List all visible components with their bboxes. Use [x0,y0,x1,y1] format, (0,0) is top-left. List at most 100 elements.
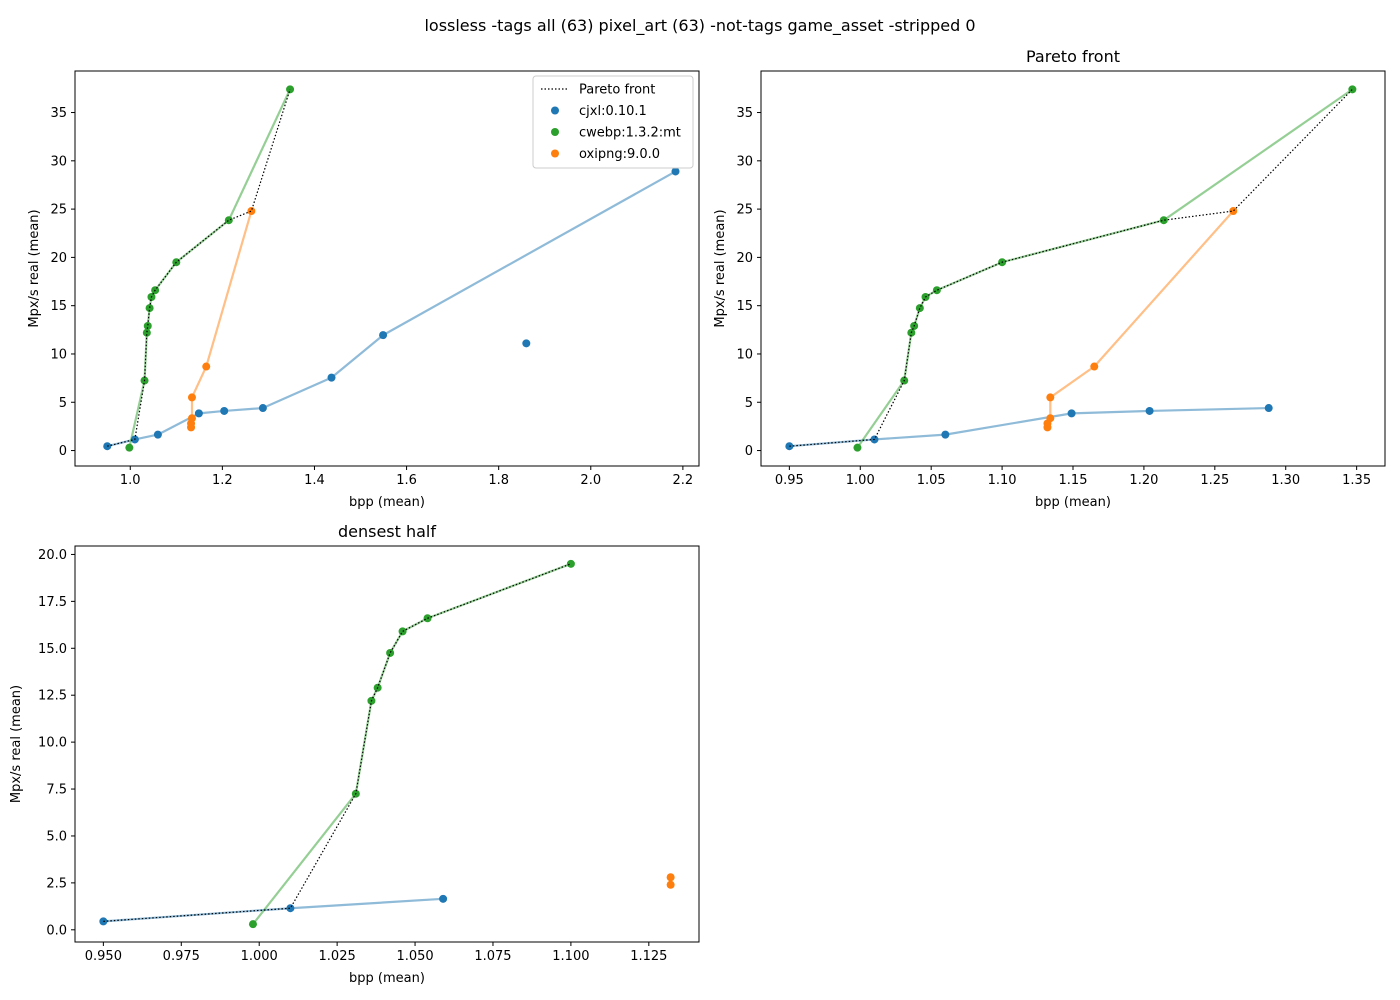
x-tick-label: 0.975 [163,949,200,964]
x-tick-label: 1.0 [120,473,141,488]
point-cjxl-2 [941,430,950,439]
y-tick-label: 15.0 [38,642,67,657]
x-tick-label: 2.0 [580,473,601,488]
point-cwebp-7 [566,559,575,568]
x-axis-label: bpp (mean) [1035,495,1111,510]
y-tick-label: 7.5 [46,783,67,798]
point-cwebp-8 [1159,216,1168,225]
point-oxipng-2 [1046,414,1055,423]
point-cwebp-8 [224,216,233,225]
x-tick-label: 0.95 [775,473,804,488]
point-oxipng-3 [187,393,196,402]
y-tick-label: 12.5 [38,689,67,704]
y-tick-label: 25 [736,203,753,218]
point-oxipng-0 [666,880,675,889]
series-line-cwebp [856,88,1354,449]
x-tick-label: 1.025 [319,949,356,964]
x-tick-label: 0.950 [85,949,122,964]
y-axis-label: Mpx/s real (mean) [9,685,24,803]
series-line-cwebp [252,562,572,925]
point-oxipng-4 [202,362,211,371]
chart-3: 0.950 0.975 1.000 1.025 1.050 1.075 1.100 1.125… [9,522,700,986]
point-cjxl-5 [258,404,267,413]
x-tick-label: 1.125 [630,949,667,964]
x-tick-label: 1.050 [396,949,433,964]
y-tick-label: 20 [736,251,753,266]
x-tick-label: 1.2 [212,473,233,488]
point-cjxl-4 [220,406,229,415]
y-tick-label: 35 [736,106,753,121]
point-cjxl-5 [1264,404,1273,413]
y-tick-label: 35 [50,106,67,121]
x-tick-label: 1.05 [917,473,946,488]
y-tick-label: 5.0 [46,829,67,844]
point-cjxl-4 [1145,406,1154,415]
x-tick-label: 1.25 [1200,473,1229,488]
chart-2: 0.95 1.00 1.05 1.10 1.15 1.20 1.25 1.30 1.35 0 5 10… [713,47,1386,510]
y-tick-label: 0.0 [46,923,67,938]
point-cwebp-0 [125,443,134,452]
point-cjxl-8 [671,167,680,176]
y-tick-label: 2.5 [46,876,67,891]
point-cwebp-4 [915,304,924,313]
point-oxipng-5 [247,207,256,216]
legend: Pareto front cjxl:0.10.1 cwebp:1.3.2:mt oxi… [532,75,694,169]
point-oxipng-1 [666,873,675,882]
y-tick-label: 15 [736,299,753,314]
point-cwebp-3 [143,321,152,330]
y-tick-label: 5 [745,396,753,411]
chart-title: densest half [338,522,436,541]
point-cwebp-4 [386,648,395,657]
y-tick-label: 10 [736,347,753,362]
x-tick-label: 2.2 [673,473,694,488]
legend-label: Pareto front [579,83,655,98]
plot-area [99,559,675,929]
legend-swatch-cjxl [551,106,559,115]
y-axis-label: Mpx/s real (mean) [27,209,42,327]
point-oxipng-5 [1229,207,1238,216]
legend-label: cwebp:1.3.2:mt [579,126,681,141]
axes-frame [760,70,1386,467]
legend-label: oxipng:9.0.0 [579,147,660,162]
x-tick-label: 1.30 [1271,473,1300,488]
point-oxipng-4 [1090,362,1099,371]
x-tick-label: 1.8 [488,473,509,488]
x-tick-label: 1.4 [304,473,325,488]
pareto-front-line [103,563,572,922]
pareto-front-line [789,88,1353,447]
point-cjxl-3 [194,409,203,418]
point-cwebp-4 [145,304,154,313]
y-tick-label: 30 [736,154,753,169]
series-line-cjxl [103,897,444,923]
point-cwebp-2 [142,328,151,337]
point-cwebp-0 [853,443,862,452]
point-cjxl-6 [327,373,336,382]
x-tick-label: 1.15 [1059,473,1088,488]
x-tick-label: 1.100 [552,949,589,964]
plot-area [103,85,680,452]
point-cjxl-3 [1067,409,1076,418]
chart-title: Pareto front [1026,47,1120,66]
point-cwebp-9 [1348,85,1357,94]
legend-box [532,75,694,169]
point-cjxl-2 [439,894,448,903]
legend-label: cjxl:0.10.1 [579,104,647,119]
x-tick-label: 1.10 [988,473,1017,488]
pareto-front-line [107,89,291,447]
point-oxipng-3 [1046,393,1055,402]
x-axis-label: bpp (mean) [349,971,425,986]
point-cjxl-7 [379,331,388,340]
y-tick-label: 20.0 [38,548,67,563]
x-tick-label: 1.075 [474,949,511,964]
y-tick-label: 0 [745,444,753,459]
y-tick-label: 10.0 [38,736,67,751]
point-cjxl-1 [286,904,295,913]
y-tick-label: 25 [50,203,67,218]
chart-1: 1.0 1.2 1.4 1.6 1.8 2.0 2.2 0 5 10 15 20 25 30 35 bpp (… [27,70,700,510]
plot-area [785,85,1357,452]
axes-frame [74,545,700,943]
legend-swatch-cwebp [551,128,559,136]
y-tick-label: 10 [50,347,67,362]
y-tick-label: 20 [50,251,67,266]
